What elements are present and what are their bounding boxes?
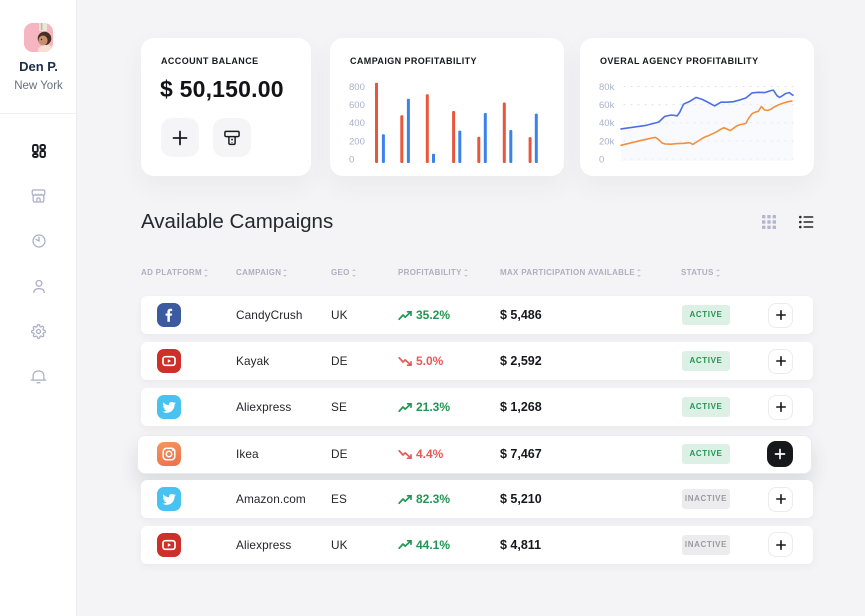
svg-text:60k: 60k bbox=[599, 100, 615, 111]
svg-text:0: 0 bbox=[349, 154, 354, 165]
svg-text:200: 200 bbox=[349, 136, 365, 147]
svg-text:0: 0 bbox=[599, 154, 604, 165]
svg-text:20k: 20k bbox=[599, 136, 615, 147]
svg-text:600: 600 bbox=[349, 100, 365, 111]
svg-text:400: 400 bbox=[349, 118, 365, 129]
svg-text:80k: 80k bbox=[599, 82, 615, 93]
svg-text:40k: 40k bbox=[599, 118, 615, 129]
svg-text:800: 800 bbox=[349, 82, 365, 93]
